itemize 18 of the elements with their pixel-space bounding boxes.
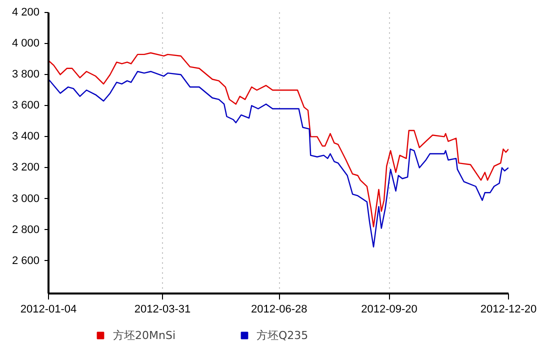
y-tick-label: 3 400 [12, 130, 40, 143]
legend-label: 方坯20MnSi [113, 328, 176, 342]
legend-label: 方坯Q235 [256, 328, 308, 342]
y-tick-label: 4 000 [12, 38, 40, 50]
line-series [48, 70, 508, 248]
y-tick-label: 2 600 [12, 254, 40, 267]
x-tick-label: 2012-12-20 [480, 304, 537, 316]
y-tick-label: 3 200 [12, 162, 40, 174]
y-tick-label: 4 200 [12, 6, 40, 18]
y-tick-label: 2 800 [12, 224, 40, 236]
x-tick-label: 2012-09-20 [361, 304, 418, 316]
y-tick-label: 3 000 [12, 192, 40, 205]
x-tick-label: 2012-06-28 [251, 304, 308, 316]
x-tick-label: 2012-03-31 [134, 304, 191, 316]
y-tick-label: 3 800 [12, 68, 40, 81]
y-tick-label: 3 600 [12, 100, 40, 112]
x-tick-label: 2012-01-04 [20, 304, 77, 316]
line-series [48, 52, 508, 228]
